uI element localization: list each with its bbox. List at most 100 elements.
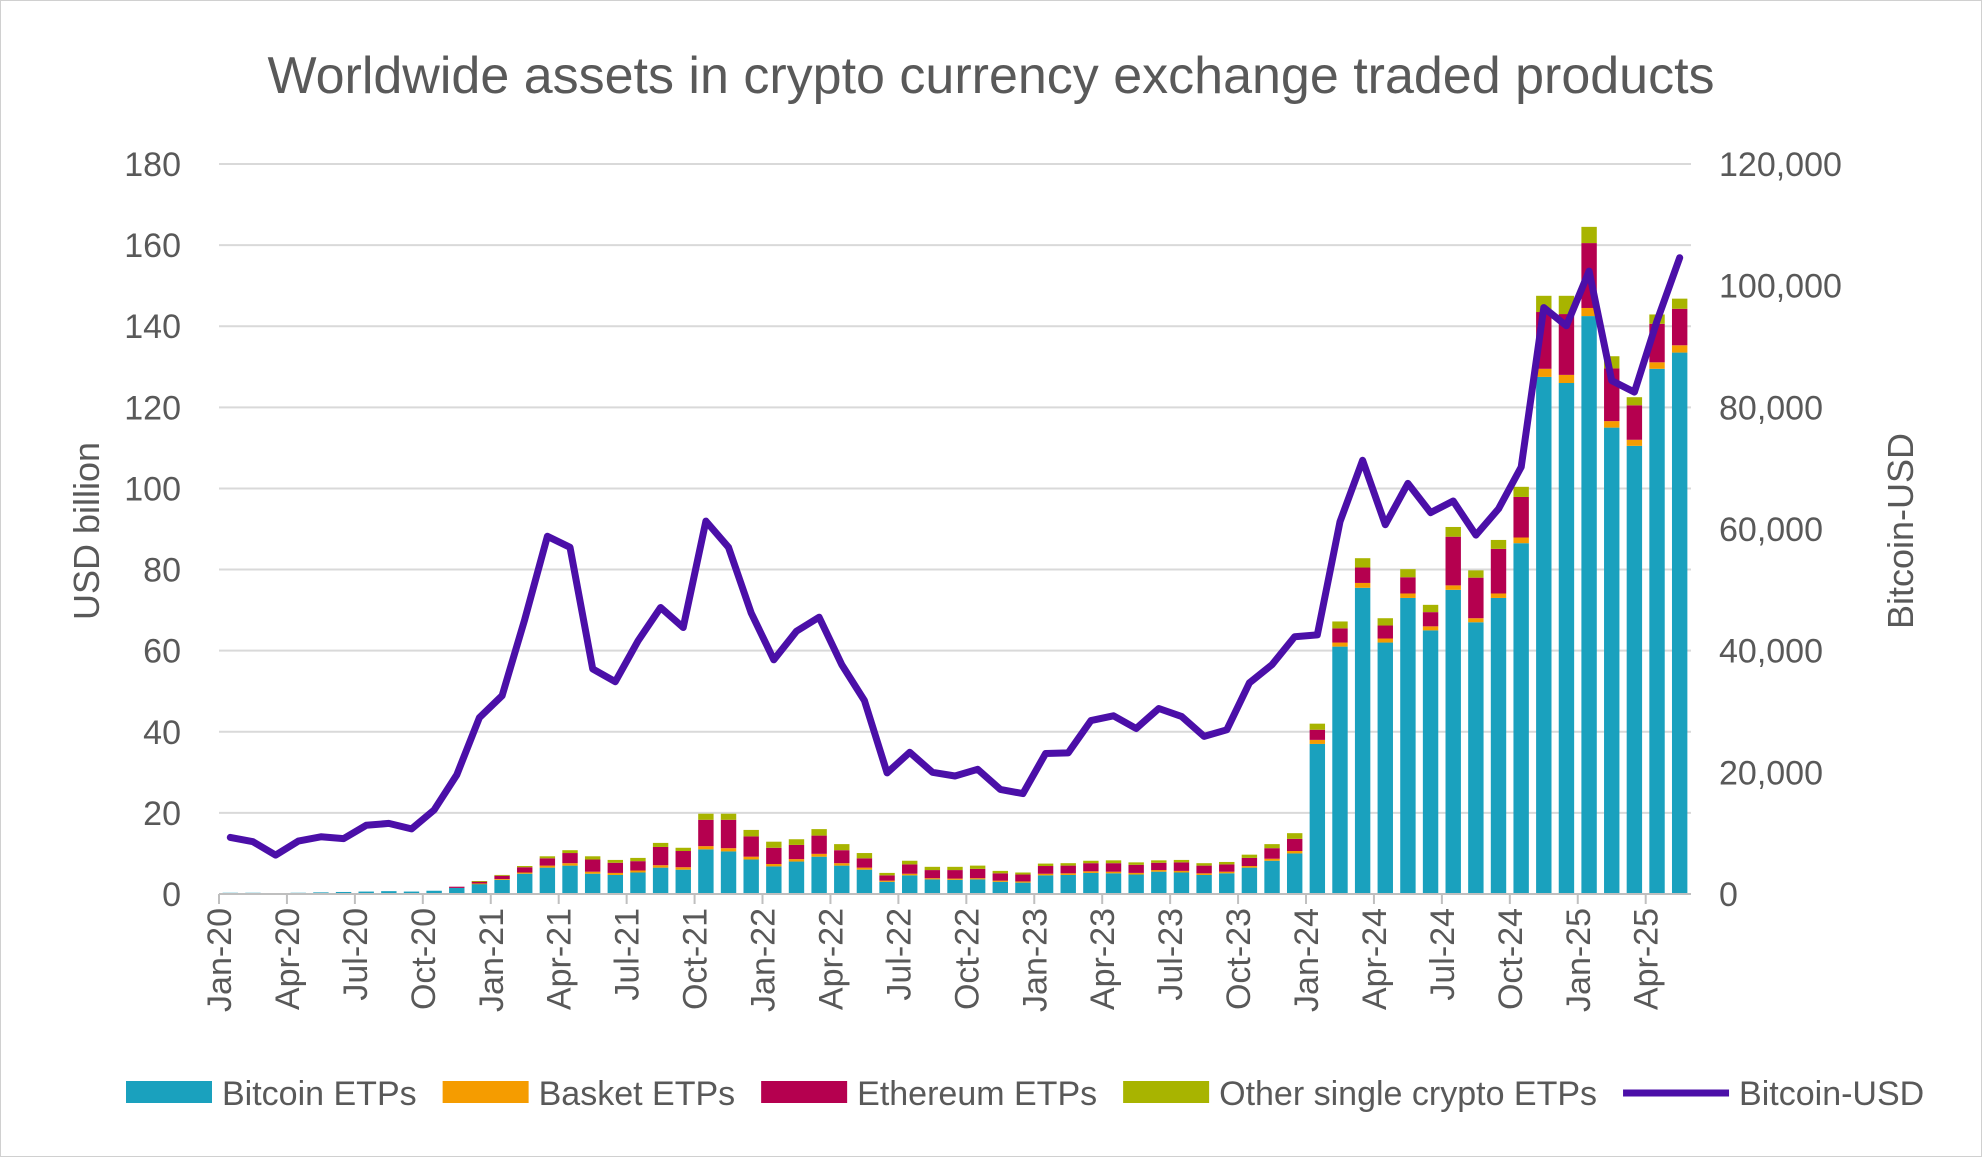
bar-segment-ethereum-etps	[562, 853, 578, 864]
bar-segment-basket-etps	[698, 846, 714, 850]
bar-segment-bitcoin-etps	[630, 872, 646, 894]
bar-segment-ethereum-etps	[1377, 625, 1393, 639]
bar-segment-ethereum-etps	[1151, 862, 1167, 871]
bar-segment-bitcoin-etps	[539, 867, 556, 894]
bar-segment-bitcoin-etps	[1332, 646, 1348, 894]
y-tick-label: 20	[143, 795, 181, 833]
bar-segment-basket-etps	[1015, 881, 1031, 883]
bar-segment-ethereum-etps	[1400, 577, 1416, 594]
bar-segment-bitcoin-etps	[1422, 630, 1439, 894]
bar-segment-ethereum-etps	[494, 875, 510, 879]
x-tick-label: Apr-22	[812, 908, 850, 1010]
bar-segment-other-single-crypto-etps	[1037, 863, 1054, 867]
y2-tick-label: 40,000	[1719, 633, 1823, 671]
bar-segment-other-single-crypto-etps	[947, 866, 963, 871]
y2-tick-label: 80,000	[1719, 389, 1823, 427]
bar-segment-bitcoin-etps	[358, 891, 374, 894]
y-tick-label: 60	[143, 633, 181, 671]
bar-segment-bitcoin-etps	[494, 879, 510, 894]
bar-segment-basket-etps	[1128, 872, 1144, 875]
bar-segment-ethereum-etps	[1445, 536, 1461, 586]
bar-segment-other-single-crypto-etps	[902, 860, 918, 865]
x-tick-label: Apr-20	[269, 908, 307, 1010]
bar-segment-basket-etps	[1400, 593, 1416, 598]
bar-segment-basket-etps	[1422, 626, 1439, 631]
y2-tick-label: 100,000	[1719, 268, 1842, 306]
legend: Bitcoin ETPs Basket ETPs Ethereum ETPs Othe…	[126, 1075, 1924, 1113]
bar-segment-ethereum-etps	[1490, 548, 1507, 594]
bitcoin-usd-line-layer	[226, 254, 1684, 859]
bar-segment-bitcoin-etps	[1581, 316, 1597, 894]
bar-segment-other-single-crypto-etps	[1196, 863, 1212, 866]
y-tick-label: 120	[124, 389, 181, 427]
y-tick-label: 140	[124, 308, 181, 346]
bar-segment-bitcoin-etps	[1196, 874, 1212, 894]
bar-segment-basket-etps	[1377, 638, 1393, 643]
bar-segment-ethereum-etps	[471, 881, 488, 884]
bar-segment-ethereum-etps	[1219, 864, 1235, 872]
bar-segment-ethereum-etps	[1332, 628, 1348, 643]
bar-segment-basket-etps	[992, 880, 1008, 882]
bar-segment-bitcoin-etps	[720, 851, 737, 894]
bar-segment-bitcoin-etps	[698, 849, 714, 894]
bar-segment-ethereum-etps	[992, 873, 1008, 881]
legend-item: Bitcoin ETPs	[126, 1075, 417, 1113]
bitcoin-usd-line	[226, 254, 1684, 859]
bar-segment-basket-etps	[1105, 871, 1122, 874]
bar-segment-basket-etps	[584, 871, 601, 874]
bar-segment-ethereum-etps	[924, 870, 941, 879]
y2-axis-label: Bitcoin-USD	[1880, 433, 1921, 629]
bar-segment-basket-etps	[1151, 870, 1167, 872]
x-axis-ticks: Jan-20 Apr-20 Jul-20 Oct-20 Jan-21 Apr-21 Jul-…	[201, 894, 1666, 1012]
bar-segment-other-single-crypto-etps	[517, 866, 533, 868]
bar-segment-basket-etps	[1173, 870, 1190, 873]
bar-segment-ethereum-etps	[1309, 729, 1326, 740]
x-tick-label: Jan-20	[201, 908, 239, 1012]
bar-segment-basket-etps	[1604, 421, 1620, 428]
bar-segment-other-single-crypto-etps	[698, 813, 714, 820]
bar-segment-ethereum-etps	[879, 875, 895, 881]
bar-segment-other-single-crypto-etps	[1377, 618, 1393, 626]
bar-segment-basket-etps	[1445, 585, 1461, 590]
y-tick-label: 0	[162, 876, 181, 914]
bar-segment-basket-etps	[879, 880, 895, 882]
x-tick-label: Jan-24	[1288, 908, 1326, 1012]
legend-swatch	[761, 1081, 848, 1103]
bar-segment-basket-etps	[1219, 871, 1235, 874]
y-tick-label: 100	[124, 470, 181, 508]
bar-segment-other-single-crypto-etps	[675, 847, 691, 852]
x-tick-label: Jan-21	[473, 908, 511, 1012]
legend-label: Basket ETPs	[539, 1075, 736, 1113]
bar-segment-other-single-crypto-etps	[1015, 872, 1031, 875]
bar-segment-other-single-crypto-etps	[1400, 569, 1416, 578]
legend-label: Ethereum ETPs	[857, 1075, 1097, 1113]
bar-segment-ethereum-etps	[1468, 577, 1484, 619]
y2-tick-label: 0	[1719, 876, 1738, 914]
bar-segment-other-single-crypto-etps	[924, 866, 941, 871]
bar-segment-basket-etps	[720, 848, 737, 852]
bar-segment-ethereum-etps	[1083, 863, 1099, 872]
bar-segment-ethereum-etps	[834, 850, 850, 864]
bar-segment-bitcoin-etps	[1513, 543, 1529, 894]
x-tick-label: Jul-24	[1424, 908, 1462, 1001]
bar-segment-basket-etps	[675, 867, 691, 870]
bar-segment-basket-etps	[562, 863, 578, 866]
x-tick-label: Oct-23	[1220, 908, 1258, 1010]
bar-segment-other-single-crypto-etps	[834, 844, 850, 851]
x-tick-label: Jul-23	[1152, 908, 1190, 1001]
bar-segment-other-single-crypto-etps	[1286, 833, 1303, 839]
bar-segment-basket-etps	[1309, 739, 1326, 744]
bar-segment-other-single-crypto-etps	[720, 813, 737, 820]
bar-segment-other-single-crypto-etps	[471, 881, 488, 882]
bar-segment-bitcoin-etps	[788, 861, 805, 894]
bar-segment-other-single-crypto-etps	[1445, 526, 1461, 537]
bar-segment-basket-etps	[630, 870, 646, 873]
bar-segment-other-single-crypto-etps	[1581, 226, 1597, 244]
bar-segment-other-single-crypto-etps	[1513, 486, 1529, 497]
bar-segment-ethereum-etps	[788, 844, 805, 860]
bar-segment-basket-etps	[1671, 345, 1688, 353]
x-tick-label: Oct-24	[1492, 908, 1530, 1010]
bar-segment-bitcoin-etps	[1626, 445, 1643, 894]
x-tick-label: Apr-24	[1356, 908, 1394, 1010]
